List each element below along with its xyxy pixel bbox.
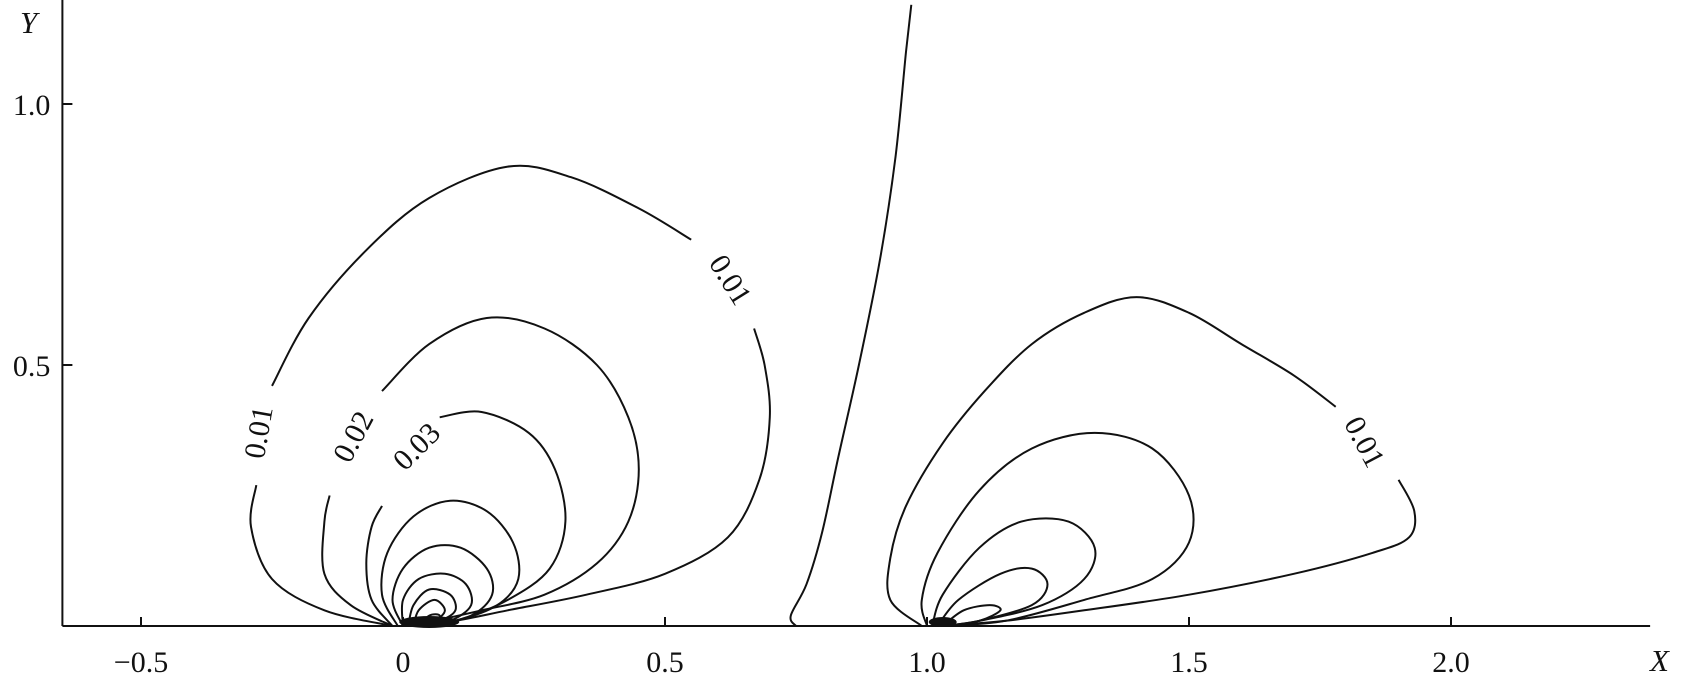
contour-line-left: [381, 316, 640, 627]
separatrix-line: [789, 4, 913, 627]
contour-line-left: [321, 495, 393, 627]
x-tick-label: −0.5: [114, 646, 168, 679]
contour-label: 0.01: [238, 404, 280, 461]
x-axis-label: X: [1648, 643, 1670, 678]
ticks: −0.5 0 0.5 1.0 1.5 2.0 0.5 1.0: [13, 89, 1470, 679]
x-tick-label: 2.0: [1432, 646, 1470, 679]
x-tick-label: 0.5: [646, 646, 684, 679]
x-tick-label: 1.0: [908, 646, 946, 679]
contour-line-left: [391, 544, 495, 627]
contour-line-right: [942, 479, 1417, 627]
y-tick-label: 0.5: [13, 350, 51, 383]
contour-line-right: [942, 604, 1002, 627]
singular-point-right: [928, 617, 957, 627]
y-tick-label: 1.0: [13, 89, 51, 122]
contour-line-right: [931, 517, 1097, 627]
contour-line-right: [920, 431, 1195, 627]
contour-lines: [249, 4, 1417, 628]
y-axis-label: Y: [20, 5, 40, 40]
contour-line-left: [380, 499, 521, 627]
contour-label: 0.02: [327, 406, 381, 468]
x-tick-label: 1.5: [1170, 646, 1208, 679]
singular-point-left: [399, 616, 460, 628]
contour-label: 0.01: [702, 249, 758, 311]
contour-line-right: [886, 296, 1337, 627]
contour-line-left: [413, 328, 771, 627]
contour-labels: 0.01 0.01 0.02 0.03 0.01: [238, 249, 1391, 477]
contour-label: 0.03: [387, 416, 447, 476]
x-tick-label: 0: [396, 646, 411, 679]
contour-line-left: [249, 484, 393, 627]
contour-label: 0.01: [1337, 411, 1391, 473]
contour-line-left: [365, 505, 394, 627]
contour-line-left: [271, 164, 692, 387]
